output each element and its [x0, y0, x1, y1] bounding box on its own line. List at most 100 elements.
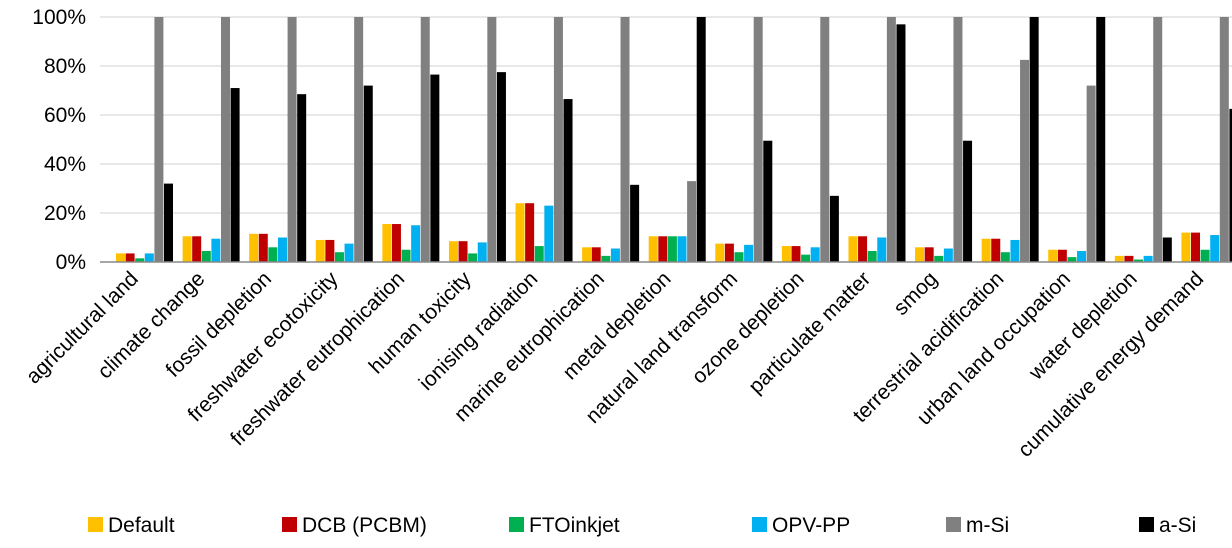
legend-label: m-Si [966, 514, 1009, 537]
bar-a-si [563, 99, 573, 262]
bar-ftoinkjet [801, 254, 811, 262]
bar-m-si [420, 17, 430, 262]
legend-item: a-Si [1139, 514, 1196, 537]
bar-ftoinkjet [201, 250, 211, 262]
bar-ftoinkjet [734, 252, 744, 262]
bar-opv-pp [744, 244, 754, 262]
bar-default [915, 247, 925, 262]
bar-ftoinkjet [1200, 249, 1210, 262]
bar-dcb-pcbm [391, 224, 401, 262]
bar-dcb-pcbm [924, 247, 934, 262]
legend-item: Default [88, 514, 175, 537]
bar-m-si [154, 17, 164, 262]
x-category-label: ionising radiation [415, 267, 543, 395]
bar-a-si [230, 88, 240, 262]
bar-default [382, 224, 392, 262]
bar-opv-pp [544, 205, 554, 262]
bar-default [182, 236, 192, 262]
bar-ftoinkjet [401, 249, 411, 262]
bar-ftoinkjet [534, 246, 544, 262]
bar-ftoinkjet [334, 252, 344, 262]
x-category-label: agricultural land [22, 267, 143, 388]
bar-opv-pp [1010, 239, 1020, 262]
bar-default [1181, 232, 1191, 262]
bar-default [315, 239, 325, 262]
bar-default [781, 246, 791, 262]
bar-ftoinkjet [601, 255, 611, 263]
bar-a-si [696, 17, 706, 262]
bar-opv-pp [477, 242, 487, 262]
bar-a-si [829, 195, 839, 262]
bar-a-si [1029, 17, 1039, 262]
legend-label: Default [108, 514, 175, 537]
legend-label: OPV-PP [772, 514, 850, 537]
bar-opv-pp [277, 237, 287, 262]
x-category-label: particulate matter [744, 267, 875, 398]
bar-m-si [687, 181, 697, 262]
bar-opv-pp [610, 248, 620, 262]
bar-m-si [1219, 17, 1229, 262]
bar-a-si [963, 140, 973, 262]
y-tick-label: 60% [44, 104, 86, 127]
bar-dcb-pcbm [791, 246, 801, 262]
bar-m-si [886, 17, 896, 262]
bar-opv-pp [344, 243, 354, 263]
bar-dcb-pcbm [858, 236, 868, 262]
bar-m-si [820, 17, 830, 262]
bar-dcb-pcbm [724, 243, 734, 263]
bar-dcb-pcbm [192, 236, 202, 262]
bar-m-si [487, 17, 497, 262]
bar-a-si [1162, 237, 1172, 262]
bar-opv-pp [677, 236, 687, 262]
bar-m-si [953, 17, 963, 262]
x-category-label: smog [889, 267, 942, 320]
bar-dcb-pcbm [658, 236, 668, 262]
legend-item: OPV-PP [752, 514, 850, 537]
legend: Default DCB (PCBM) FTOinkjet OPV-PP m-Si a-Si [88, 514, 1196, 537]
gridlines [100, 16, 1232, 214]
bar-ftoinkjet [867, 250, 877, 262]
bar-dcb-pcbm [591, 247, 601, 262]
bar-dcb-pcbm [1191, 232, 1201, 262]
bar-opv-pp [1077, 250, 1087, 262]
bar-a-si [297, 94, 307, 262]
bar-dcb-pcbm [258, 233, 268, 262]
bar-a-si [896, 24, 906, 262]
bar-default [848, 236, 858, 262]
legend-swatch [1139, 517, 1154, 532]
bar-ftoinkjet [468, 253, 478, 262]
bar-dcb-pcbm [525, 203, 535, 262]
bar-default [515, 203, 525, 262]
bar-m-si [220, 17, 230, 262]
bar-ftoinkjet [1000, 252, 1010, 262]
legend-swatch [509, 517, 524, 532]
bar-ftoinkjet [268, 247, 278, 262]
bar-opv-pp [810, 247, 820, 262]
bar-dcb-pcbm [991, 238, 1001, 262]
bar-a-si [763, 140, 773, 262]
legend-item: m-Si [946, 514, 1009, 537]
y-tick-label: 20% [44, 202, 86, 225]
bar-default [715, 243, 725, 263]
bar-a-si [363, 85, 373, 262]
bar-ftoinkjet [667, 236, 677, 262]
bar-a-si [430, 74, 440, 262]
bar-a-si [496, 72, 506, 263]
bars [116, 17, 1232, 263]
bar-default [1114, 255, 1124, 263]
legend-label: DCB (PCBM) [302, 514, 427, 537]
bar-m-si [553, 17, 563, 262]
bar-opv-pp [943, 248, 953, 262]
y-tick-label: 40% [44, 153, 86, 176]
bar-a-si [1229, 108, 1232, 263]
bar-a-si [164, 183, 173, 262]
bar-opv-pp [211, 238, 221, 262]
bar-default [448, 241, 458, 262]
bar-ftoinkjet [135, 258, 145, 262]
legend-label: a-Si [1159, 514, 1196, 537]
bar-ftoinkjet [1134, 259, 1144, 262]
legend-swatch [946, 517, 961, 532]
bar-m-si [1153, 17, 1163, 262]
x-category-label: ozone depletion [688, 267, 809, 388]
